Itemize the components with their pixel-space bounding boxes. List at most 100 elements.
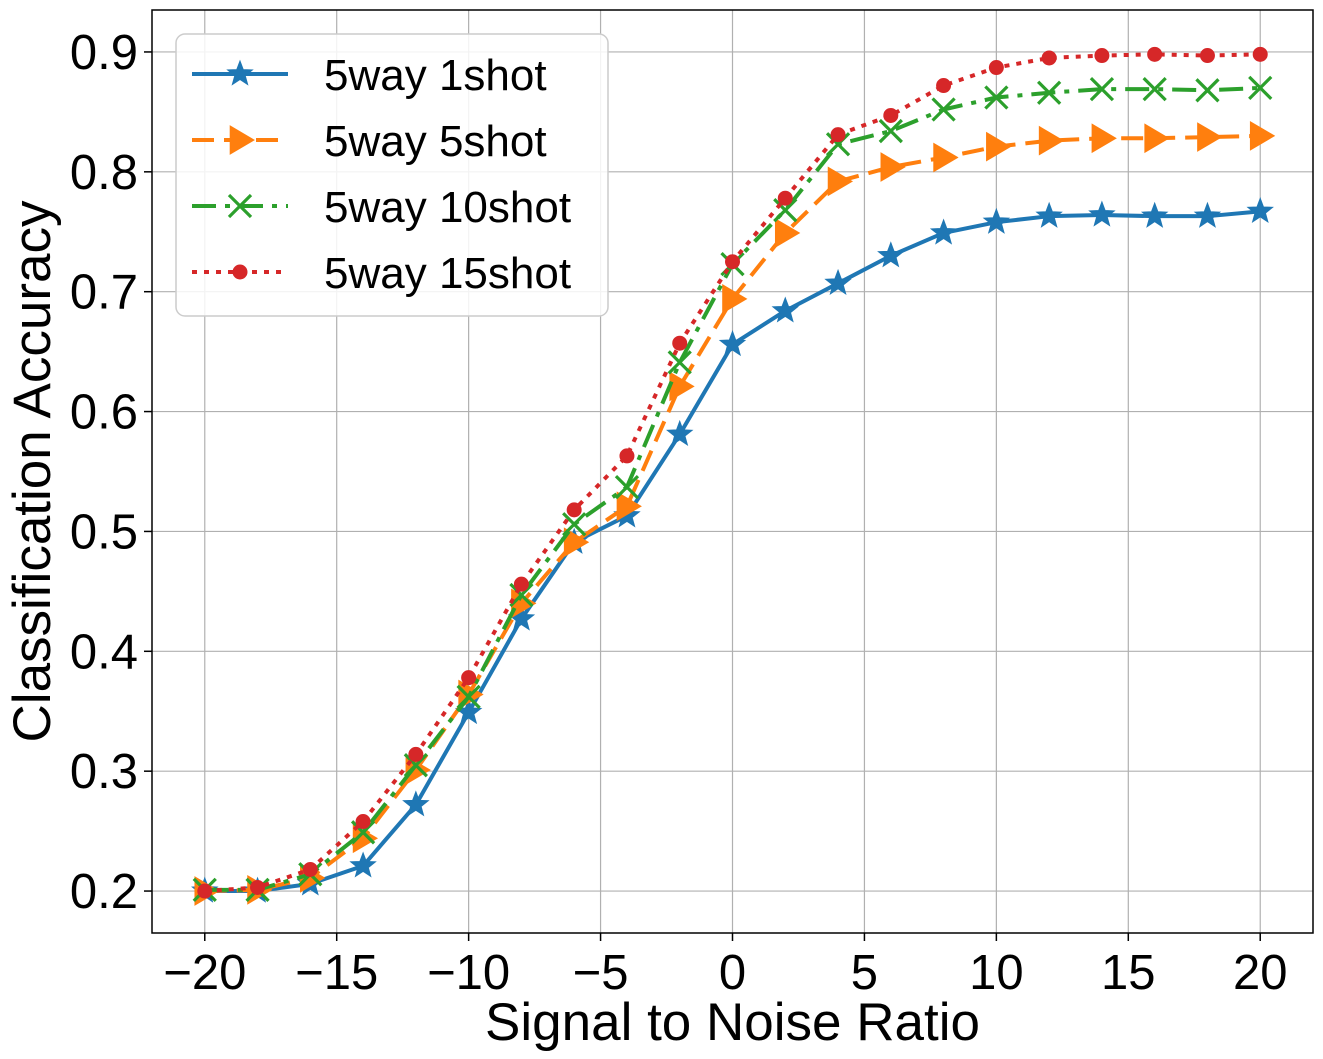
data-point bbox=[1195, 78, 1220, 103]
y-tick-label: 0.2 bbox=[70, 865, 138, 919]
data-point bbox=[883, 107, 899, 123]
data-point bbox=[1252, 46, 1268, 62]
data-point bbox=[250, 879, 266, 895]
legend-marker bbox=[229, 125, 255, 155]
data-point bbox=[722, 284, 748, 314]
x-tick-label: 10 bbox=[969, 946, 1024, 1000]
data-point bbox=[197, 883, 213, 899]
data-point bbox=[1197, 122, 1223, 152]
data-point bbox=[566, 502, 582, 518]
y-tick-label: 0.8 bbox=[70, 146, 138, 200]
data-point bbox=[777, 190, 793, 206]
y-tick-label: 0.9 bbox=[70, 26, 138, 80]
data-point bbox=[669, 371, 695, 402]
data-point bbox=[1193, 201, 1222, 228]
data-point bbox=[986, 131, 1012, 162]
x-tick-label: −20 bbox=[163, 946, 246, 1000]
legend-label: 5way 15shot bbox=[324, 249, 571, 298]
x-tick-label: −10 bbox=[427, 946, 510, 1000]
x-tick-label: 5 bbox=[851, 946, 878, 1000]
data-point bbox=[349, 851, 377, 878]
legend-marker bbox=[227, 193, 253, 219]
data-point bbox=[933, 142, 959, 173]
x-tick-label: 15 bbox=[1101, 946, 1156, 1000]
data-point bbox=[1246, 196, 1274, 224]
legend: 5way 1shot 5way 5shot 5way 10shot 5way 15sh… bbox=[175, 33, 609, 317]
legend-entry: 5way 15shot bbox=[192, 249, 571, 298]
data-point bbox=[666, 419, 694, 447]
data-point bbox=[988, 60, 1004, 76]
x-axis-label: Signal to Noise Ratio bbox=[485, 993, 980, 1052]
data-point bbox=[350, 820, 376, 845]
data-point bbox=[1147, 46, 1163, 62]
data-point bbox=[984, 85, 1009, 110]
legend-label: 5way 1shot bbox=[324, 51, 547, 100]
data-point bbox=[725, 254, 740, 270]
data-point bbox=[718, 330, 747, 357]
legend-entry: 5way 5shot bbox=[192, 117, 547, 166]
data-point bbox=[461, 670, 477, 686]
data-point bbox=[619, 448, 635, 464]
data-point bbox=[614, 474, 640, 500]
y-tick-label: 0.6 bbox=[70, 386, 138, 440]
grid bbox=[152, 10, 1313, 933]
data-point bbox=[302, 861, 318, 877]
x-tick-label: −5 bbox=[573, 946, 629, 1000]
data-point bbox=[1249, 120, 1276, 151]
data-point bbox=[929, 218, 958, 245]
data-point bbox=[1037, 80, 1062, 105]
data-point bbox=[771, 296, 799, 323]
y-tick-label: 0.4 bbox=[70, 625, 138, 679]
y-tick-label: 0.3 bbox=[70, 745, 138, 799]
legend-marker bbox=[232, 264, 248, 280]
x-tick-label: 20 bbox=[1233, 946, 1288, 1000]
x-tick-label: −15 bbox=[295, 946, 378, 1000]
data-point bbox=[1142, 76, 1167, 102]
data-point bbox=[830, 127, 846, 143]
legend-marker bbox=[226, 59, 254, 86]
series-3 bbox=[197, 46, 1268, 899]
legend-label: 5way 5shot bbox=[324, 117, 547, 166]
data-point bbox=[1199, 48, 1215, 64]
data-point bbox=[825, 132, 851, 157]
data-point bbox=[1089, 76, 1115, 102]
data-point bbox=[878, 118, 903, 144]
y-axis-label: Classification Accuracy bbox=[3, 200, 62, 742]
data-point bbox=[513, 576, 529, 592]
data-point bbox=[667, 350, 692, 375]
data-point bbox=[1144, 123, 1170, 154]
series-lines bbox=[191, 46, 1276, 906]
data-point bbox=[1088, 200, 1116, 227]
data-point bbox=[1035, 201, 1063, 228]
data-point bbox=[774, 218, 801, 248]
data-point bbox=[672, 335, 688, 351]
legend-entry: 5way 10shot bbox=[192, 183, 571, 232]
data-point bbox=[456, 684, 481, 709]
tick-labels: −20 −15 −10 −5 0 5 10 15 20 0.2 0.3 0.4 0.5 0.6 0.7 0.8… bbox=[70, 26, 1288, 1000]
y-tick-label: 0.5 bbox=[70, 505, 138, 559]
data-point bbox=[1140, 201, 1169, 228]
data-point bbox=[562, 512, 587, 537]
data-point bbox=[563, 527, 590, 558]
data-point bbox=[936, 78, 952, 94]
legend-label: 5way 10shot bbox=[324, 183, 571, 232]
data-point bbox=[1091, 123, 1117, 154]
data-point bbox=[827, 166, 854, 197]
y-tick-label: 0.7 bbox=[70, 266, 138, 320]
legend-box bbox=[175, 33, 609, 317]
data-point bbox=[355, 814, 371, 830]
data-point bbox=[616, 491, 642, 522]
data-point bbox=[1248, 75, 1273, 101]
x-tick-label: 0 bbox=[719, 946, 746, 1000]
data-point bbox=[1094, 48, 1110, 64]
data-point bbox=[1041, 50, 1057, 66]
data-point bbox=[403, 753, 428, 778]
data-point bbox=[773, 198, 798, 223]
data-point bbox=[877, 241, 905, 268]
data-point bbox=[402, 790, 430, 817]
data-point bbox=[824, 268, 852, 295]
data-point bbox=[408, 746, 424, 762]
data-point bbox=[880, 152, 906, 182]
legend-entry: 5way 1shot bbox=[192, 51, 547, 100]
